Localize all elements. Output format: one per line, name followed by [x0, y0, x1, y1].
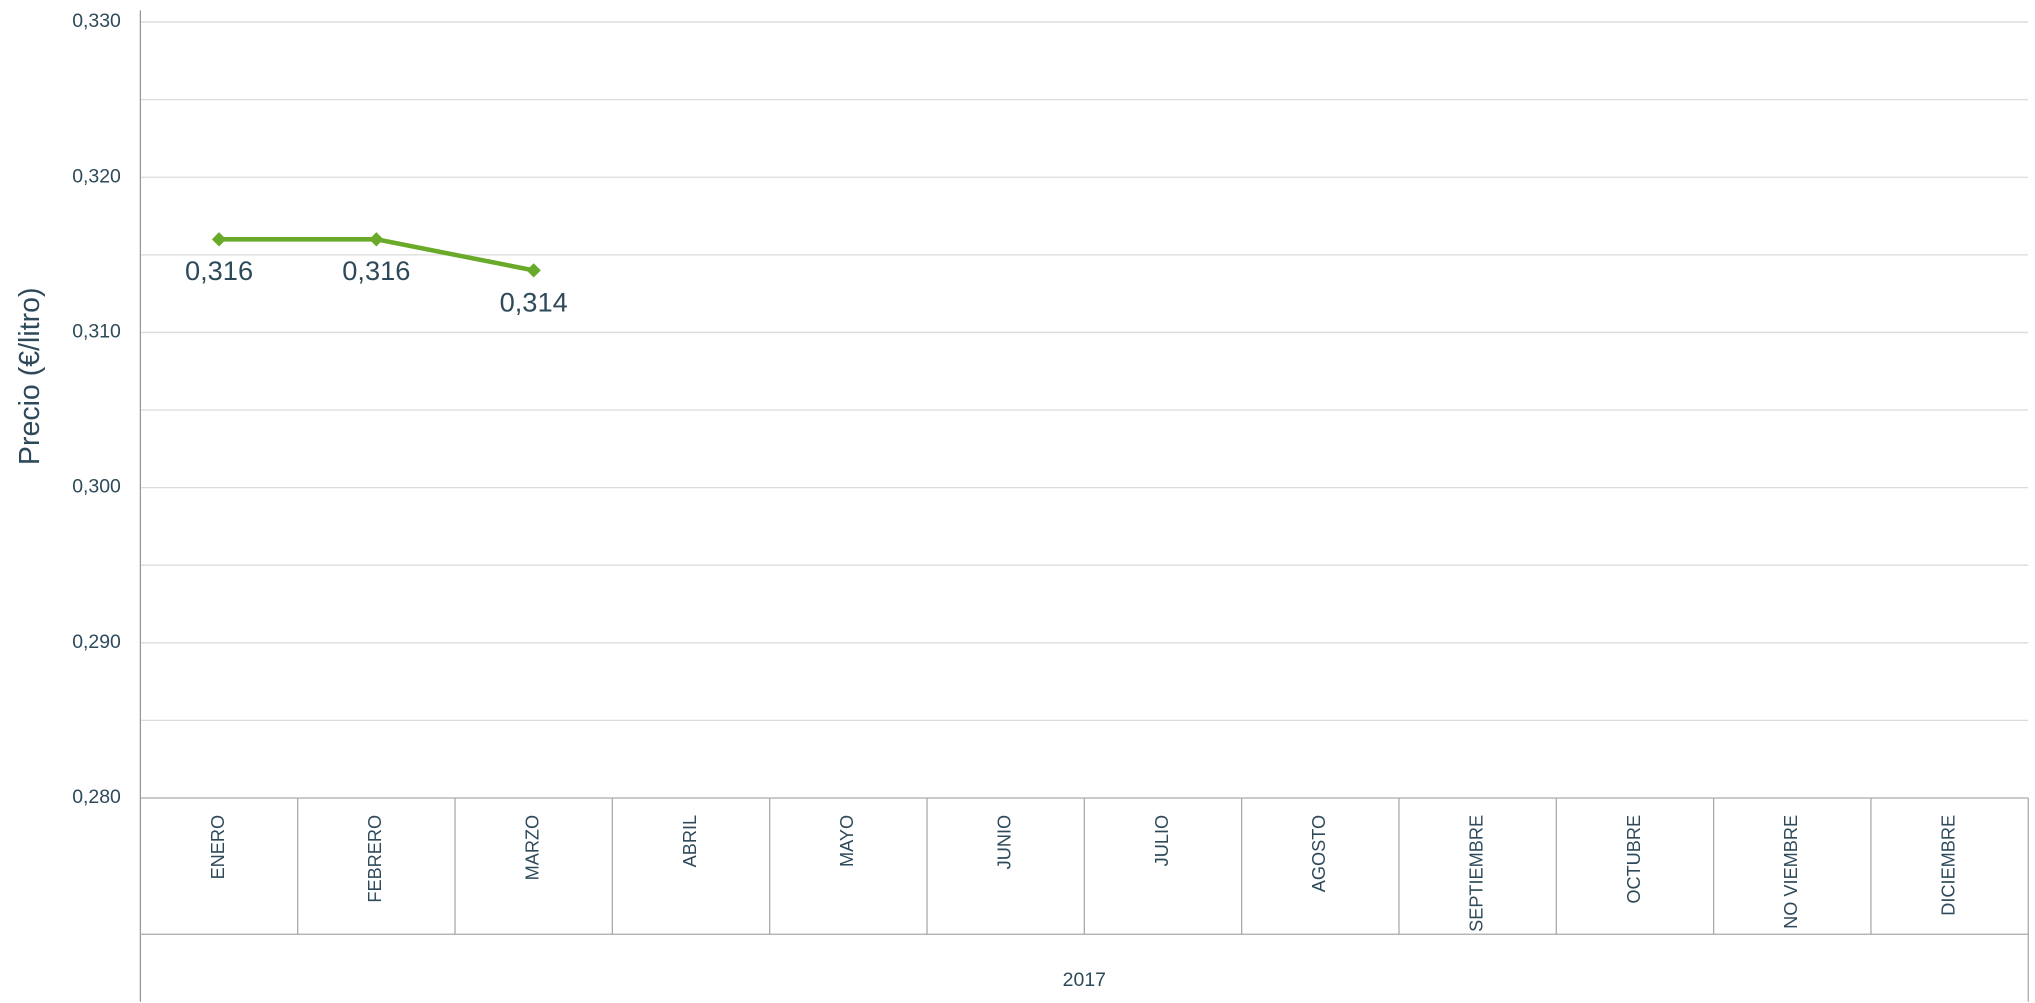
data-label: 0,314: [500, 286, 568, 317]
x-tick-label: MARZO: [522, 815, 542, 881]
x-tick-label: OCTUBRE: [1624, 815, 1644, 904]
x-tick-label: ENERO: [208, 815, 228, 880]
x-tick-label: FEBRERO: [365, 815, 385, 903]
y-tick-label: 0,330: [72, 10, 121, 32]
group-label: 2017: [1063, 969, 1106, 991]
data-label: 0,316: [185, 255, 253, 286]
point-marker: [369, 232, 384, 247]
point-marker: [211, 232, 227, 247]
y-tick-label: 0,300: [72, 476, 121, 498]
data-label: 0,316: [342, 255, 410, 286]
y-tick-label: 0,280: [72, 786, 121, 808]
y-axis-label: Precio (€/litro): [14, 287, 46, 465]
x-tick-label: JUNIO: [994, 815, 1014, 869]
x-tick-label: ABRIL: [680, 815, 700, 867]
y-tick-label: 0,290: [72, 631, 121, 653]
x-tick-label: SEPTIEMBRE: [1466, 815, 1486, 932]
point-marker: [526, 263, 541, 278]
x-tick-label: DICIEMBRE: [1938, 815, 1958, 916]
y-tick-label: 0,310: [72, 321, 121, 343]
x-tick-label: MAYO: [837, 815, 857, 867]
x-tick-label: NO VIEMBRE: [1781, 815, 1801, 929]
x-tick-label: JULIO: [1152, 815, 1172, 866]
y-tick-label: 0,320: [72, 165, 121, 187]
x-tick-label: AGOSTO: [1309, 815, 1329, 892]
